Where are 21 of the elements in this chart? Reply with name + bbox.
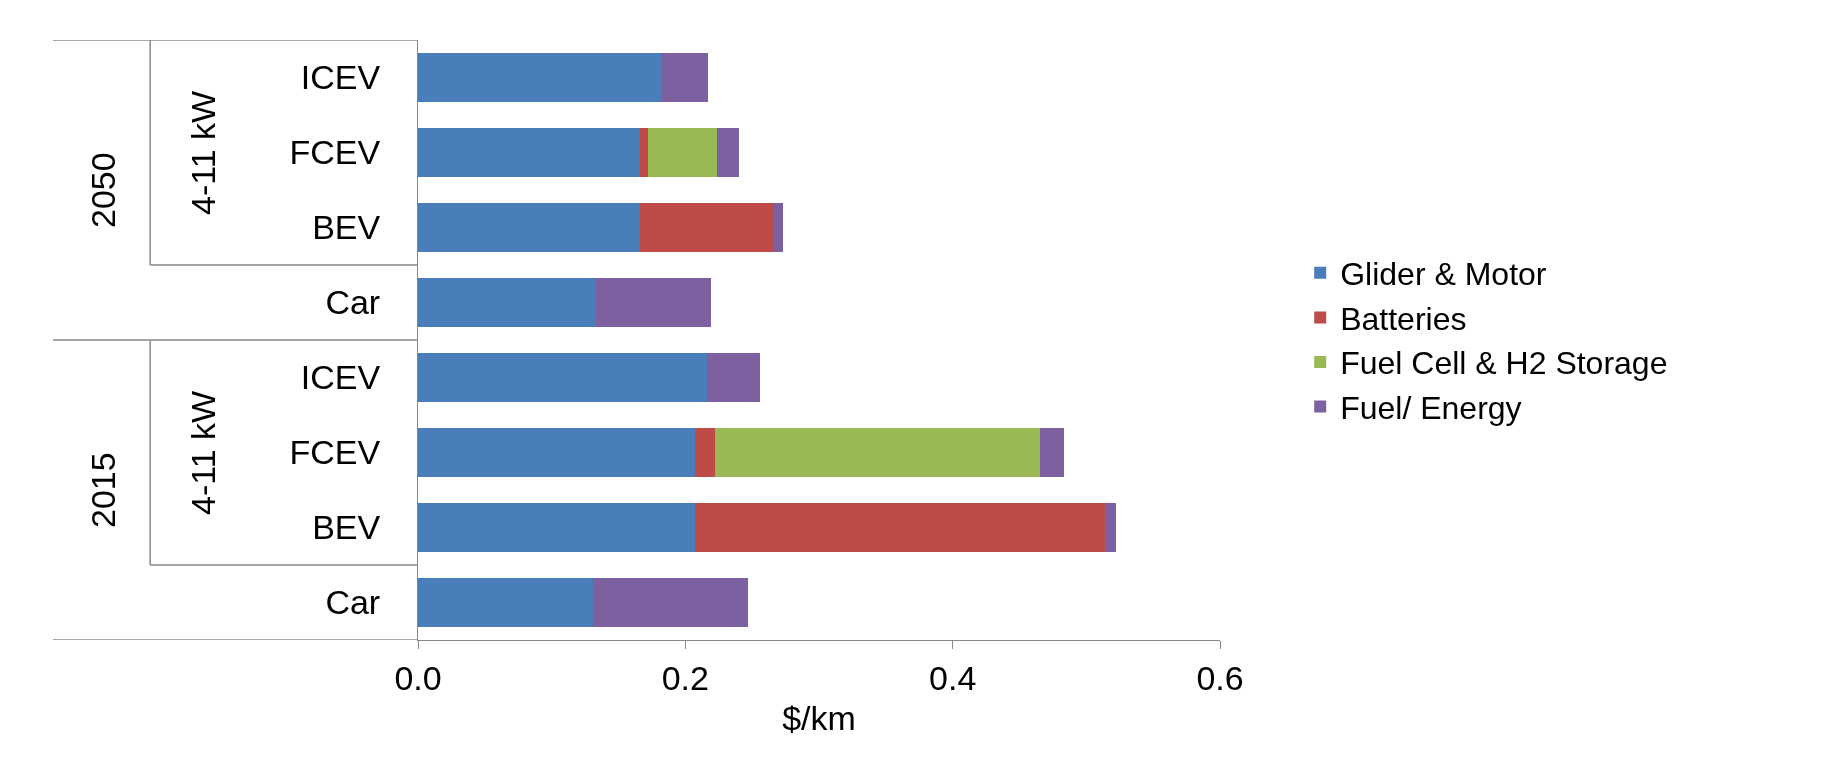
y-tick-label: BEV [312,208,381,247]
y-tick-label: BEV [312,508,381,547]
y-tick-label: FCEV [289,433,381,472]
legend-label: Batteries [1340,300,1467,337]
x-tick-label: 0.4 [929,658,977,697]
text: 2050 [83,152,122,228]
y-tick-label: ICEV [300,58,381,97]
x-axis-title: $/km [782,699,856,738]
legend-label: Fuel/ Energy [1340,390,1522,427]
y-tick-label: ICEV [300,358,381,397]
text: 2015 [83,452,122,528]
text: 4-11 kW [183,90,222,215]
x-tick-label: 0.0 [394,658,442,697]
text: 4-11 kW [183,390,222,515]
legend-label: Glider & Motor [1340,256,1547,293]
y-tick-label: Car [325,583,381,622]
y-tick-label: Car [325,283,381,322]
x-tick-label: 0.2 [661,658,709,697]
legend-label: Fuel Cell & H2 Storage [1340,345,1668,382]
y-tick-label: FCEV [289,133,381,172]
x-tick-label: 0.6 [1196,658,1244,697]
